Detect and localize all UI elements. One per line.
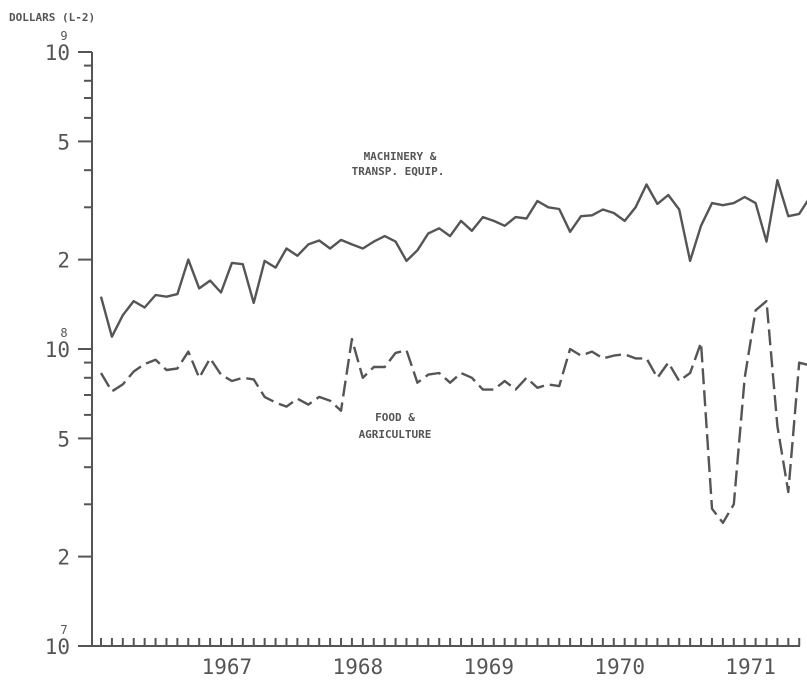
- x-axis-ticks: 196719681969197019711972: [100, 638, 801, 679]
- series-label-food-line2: AGRICULTURE: [359, 428, 432, 441]
- y-tick-exponent: 7: [60, 623, 67, 637]
- y-axis-label: DOLLARS (L-2): [9, 11, 95, 24]
- series-label-machinery-line2: TRANSP. EQUIP.: [352, 165, 445, 178]
- y-tick-label: 5: [57, 130, 70, 154]
- series-label-food-line1: FOOD &: [375, 411, 415, 424]
- y-tick-exponent: 9: [60, 29, 67, 43]
- x-tick-label: 1970: [594, 655, 645, 679]
- y-tick-label: 10: [45, 338, 70, 362]
- x-tick-label: 1969: [463, 655, 514, 679]
- y-tick-label: 5: [57, 427, 70, 451]
- x-tick-label: 1967: [202, 655, 253, 679]
- y-tick-label: 10: [45, 41, 70, 65]
- axes: [91, 52, 800, 647]
- x-tick-label: 1968: [333, 655, 384, 679]
- x-tick-label: 1971: [725, 655, 776, 679]
- series-line-machinery: [99, 178, 807, 338]
- y-tick-exponent: 8: [60, 326, 67, 340]
- series-line-food: [99, 299, 807, 524]
- y-tick-label: 2: [57, 249, 70, 273]
- y-tick-label: 2: [57, 546, 70, 570]
- y-tick-label: 10: [45, 635, 70, 659]
- series-lines: [99, 178, 807, 524]
- series-label-machinery-line1: MACHINERY &: [364, 150, 437, 163]
